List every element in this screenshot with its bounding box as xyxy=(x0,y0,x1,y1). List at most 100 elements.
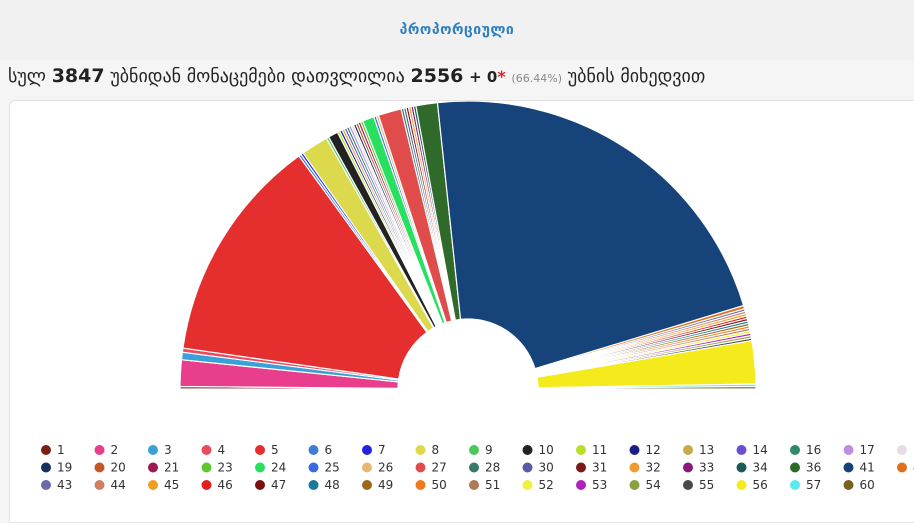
legend-marker-icon xyxy=(362,462,372,473)
legend-label: 10 xyxy=(539,443,554,457)
legend-item-50[interactable]: 50 xyxy=(415,478,447,492)
legend-item-13[interactable]: 13 xyxy=(683,443,714,457)
legend-item-7[interactable]: 7 xyxy=(362,443,386,457)
legend-item-12[interactable]: 12 xyxy=(629,443,661,457)
legend-marker-icon xyxy=(522,462,533,473)
legend-item-4[interactable]: 4 xyxy=(201,443,226,457)
legend-label: 25 xyxy=(325,461,340,475)
legend-marker-icon xyxy=(308,480,319,490)
legend-label: 54 xyxy=(646,478,661,492)
legend-item-36[interactable]: 36 xyxy=(790,461,821,475)
legend-marker-icon xyxy=(148,480,158,490)
legend-item-53[interactable]: 53 xyxy=(576,478,607,492)
legend-item-60[interactable]: 60 xyxy=(843,478,875,492)
legend-item-2[interactable]: 2 xyxy=(94,443,119,457)
slice-41[interactable] xyxy=(436,101,745,370)
legend-marker-icon xyxy=(94,445,105,455)
legend-marker-icon xyxy=(522,445,533,455)
legend-item-31[interactable]: 31 xyxy=(576,461,607,475)
legend-item-26[interactable]: 26 xyxy=(362,461,393,475)
legend-item-16[interactable]: 16 xyxy=(790,443,821,457)
legend-label: 24 xyxy=(271,461,286,475)
legend-marker-icon xyxy=(897,462,907,473)
legend-item-14[interactable]: 14 xyxy=(736,443,768,457)
legend-marker-icon xyxy=(415,462,426,473)
legend-label: 49 xyxy=(378,478,393,492)
slice-60[interactable] xyxy=(537,385,757,390)
legend-item-43[interactable]: 43 xyxy=(41,478,72,492)
legend-item-5[interactable]: 5 xyxy=(255,443,279,457)
legend-item-28[interactable]: 28 xyxy=(469,461,500,475)
legend-item-17[interactable]: 17 xyxy=(843,443,875,457)
legend-item-48[interactable]: 48 xyxy=(308,478,340,492)
legend-label: 12 xyxy=(646,443,661,457)
legend-item-11[interactable]: 11 xyxy=(576,443,607,457)
legend-item-6[interactable]: 6 xyxy=(308,443,333,457)
legend-item-21[interactable]: 21 xyxy=(148,461,179,475)
legend-item-34[interactable]: 34 xyxy=(736,461,768,475)
legend-marker-icon xyxy=(201,445,212,455)
counted-percent: (66.44%) xyxy=(511,72,563,85)
legend-marker-icon xyxy=(415,445,426,455)
legend-marker-icon xyxy=(790,462,800,473)
tab-proportional[interactable]: პროპორციული xyxy=(399,22,515,38)
legend-item-47[interactable]: 47 xyxy=(255,478,286,492)
legend-label: 28 xyxy=(485,461,500,475)
legend-label: 47 xyxy=(271,478,286,492)
legend-marker-icon xyxy=(469,462,479,473)
legend-marker-icon xyxy=(736,445,747,455)
legend-item-45[interactable]: 45 xyxy=(148,478,179,492)
legend-item-30[interactable]: 30 xyxy=(522,461,554,475)
legend-item-42[interactable]: 42 xyxy=(897,461,914,475)
legend-item-27[interactable]: 27 xyxy=(415,461,447,475)
legend-label: 57 xyxy=(806,478,821,492)
legend-marker-icon xyxy=(148,445,158,455)
legend-item-41[interactable]: 41 xyxy=(843,461,875,475)
legend-marker-icon xyxy=(41,462,51,473)
legend-marker-icon xyxy=(201,462,212,473)
legend-item-44[interactable]: 44 xyxy=(94,478,126,492)
legend-item-9[interactable]: 9 xyxy=(469,443,493,457)
legend-label: 19 xyxy=(57,461,72,475)
legend-marker-icon xyxy=(843,480,854,490)
legend-item-1[interactable]: 1 xyxy=(41,443,65,457)
legend-item-25[interactable]: 25 xyxy=(308,461,340,475)
legend-label: 48 xyxy=(325,478,340,492)
legend-item-56[interactable]: 56 xyxy=(736,478,768,492)
legend-label: 33 xyxy=(699,461,714,475)
legend-item-20[interactable]: 20 xyxy=(94,461,126,475)
legend-item-33[interactable]: 33 xyxy=(683,461,714,475)
legend-marker-icon xyxy=(790,480,800,490)
slice-5[interactable] xyxy=(182,155,428,380)
legend-item-52[interactable]: 52 xyxy=(522,478,554,492)
legend-item-24[interactable]: 24 xyxy=(255,461,286,475)
legend-item-3[interactable]: 3 xyxy=(148,443,172,457)
legend-label: 17 xyxy=(860,443,875,457)
legend-item-55[interactable]: 55 xyxy=(683,478,714,492)
legend-item-23[interactable]: 23 xyxy=(201,461,233,475)
legend-marker-icon xyxy=(94,480,105,490)
legend-label: 27 xyxy=(432,461,447,475)
legend-item-57[interactable]: 57 xyxy=(790,478,821,492)
headline-middle: უბნიდან მონაცემები დათვლილია xyxy=(110,66,405,87)
legend-item-49[interactable]: 49 xyxy=(362,478,393,492)
legend-item-46[interactable]: 46 xyxy=(201,478,233,492)
legend-item-8[interactable]: 8 xyxy=(415,443,440,457)
legend-label: 36 xyxy=(806,461,821,475)
legend-label: 21 xyxy=(164,461,179,475)
legend-label: 30 xyxy=(539,461,554,475)
legend-item-10[interactable]: 10 xyxy=(522,443,554,457)
legend-label: 50 xyxy=(432,478,447,492)
legend-marker-icon xyxy=(843,445,854,455)
legend-item-54[interactable]: 54 xyxy=(629,478,661,492)
asterisk: * xyxy=(497,67,506,86)
legend-marker-icon xyxy=(41,480,51,490)
legend-item-51[interactable]: 51 xyxy=(469,478,500,492)
legend-item-19[interactable]: 19 xyxy=(41,461,72,475)
legend-label: 3 xyxy=(164,443,172,457)
legend-marker-icon xyxy=(255,445,265,455)
legend-item-32[interactable]: 32 xyxy=(629,461,661,475)
legend-label: 13 xyxy=(699,443,714,457)
legend-item-18[interactable]: 18 xyxy=(897,443,914,457)
counted-precincts: 2556 xyxy=(410,65,464,87)
